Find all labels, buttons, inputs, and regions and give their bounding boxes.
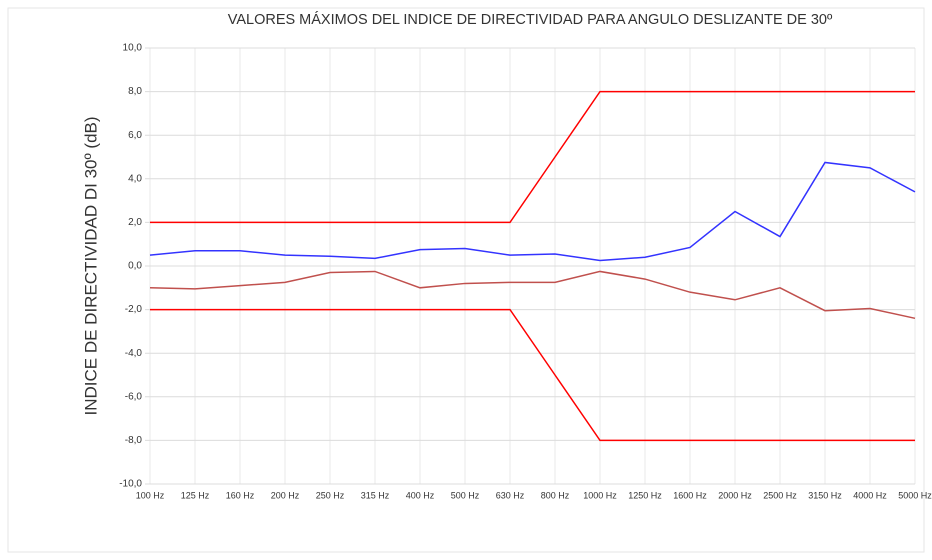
x-tick-label: 250 Hz xyxy=(316,490,345,500)
x-tick-label: 3150 Hz xyxy=(808,490,842,500)
series-line xyxy=(150,90,915,224)
y-axis-label: INDICE DE DIRECTIVIDAD DI 30º (dB) xyxy=(81,116,100,415)
x-tick-label: 2500 Hz xyxy=(763,490,797,500)
x-tick-label: 200 Hz xyxy=(271,490,300,500)
y-tick-label: 2,0 xyxy=(128,217,142,228)
frame xyxy=(7,7,925,553)
x-tick-label: 4000 Hz xyxy=(853,490,887,500)
y-tick-label: 8,0 xyxy=(128,86,142,97)
y-tick-label: 4,0 xyxy=(128,173,142,184)
y-tick-label: 6,0 xyxy=(128,130,142,141)
series-line xyxy=(150,308,915,442)
x-tick-label: 1250 Hz xyxy=(628,490,662,500)
x-tick-label: 630 Hz xyxy=(496,490,525,500)
y-tick-label: -6,0 xyxy=(125,391,143,402)
x-tick-label: 2000 Hz xyxy=(718,490,752,500)
y-tick-label: -4,0 xyxy=(125,348,143,359)
chart-title: VALORES MÁXIMOS DEL INDICE DE DIRECTIVID… xyxy=(228,11,833,28)
y-tick-label: -8,0 xyxy=(125,435,143,446)
x-tick-label: 500 Hz xyxy=(451,490,480,500)
x-tick-label: 5000 Hz xyxy=(898,490,932,500)
series-line xyxy=(149,270,916,320)
y-tick-label: -2,0 xyxy=(125,304,143,315)
x-tick-label: 160 Hz xyxy=(226,490,255,500)
x-tick-label: 315 Hz xyxy=(361,490,390,500)
x-tick-label: 125 Hz xyxy=(181,490,210,500)
x-tick-label: 400 Hz xyxy=(406,490,435,500)
y-tick-label: 10,0 xyxy=(123,43,143,54)
series-line xyxy=(149,161,916,262)
x-tick-label: 800 Hz xyxy=(541,490,570,500)
y-tick-label: -10,0 xyxy=(119,479,142,490)
x-tick-label: 100 Hz xyxy=(136,490,165,500)
y-tick-label: 0,0 xyxy=(128,261,142,272)
x-tick-label: 1000 Hz xyxy=(583,490,617,500)
x-tick-label: 1600 Hz xyxy=(673,490,707,500)
